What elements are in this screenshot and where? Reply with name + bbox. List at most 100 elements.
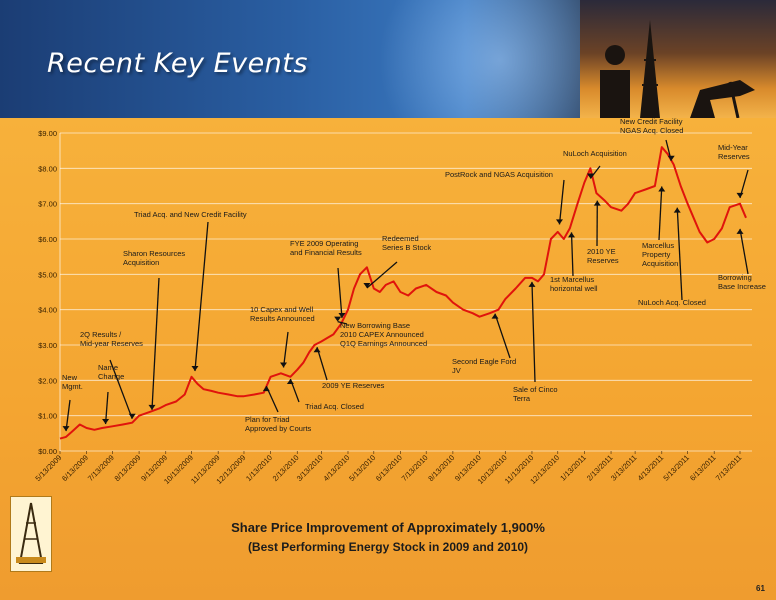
oilfield-photo xyxy=(580,0,776,118)
arrowhead-icon xyxy=(313,347,321,353)
derrick-logo-icon xyxy=(11,497,51,571)
annotation-arrow xyxy=(676,207,683,301)
annotation-label: Mid-Year Reserves xyxy=(718,143,750,161)
annotation-label: Triad Acq. Closed xyxy=(305,402,364,411)
annotation: Redeemed Series B Stock xyxy=(363,234,431,289)
arrowhead-icon xyxy=(586,173,594,179)
y-tick-label: $2.00 xyxy=(38,376,57,385)
annotation-label: Second Eagle Ford JV xyxy=(452,357,516,375)
arrowhead-icon xyxy=(363,283,371,288)
arrowhead-icon xyxy=(555,219,563,225)
annotation-label: NuLoch Acq. Closed xyxy=(638,298,706,307)
slide-title: Recent Key Events xyxy=(47,48,308,79)
chart-background xyxy=(0,118,776,600)
annotation: New Borrowing Base 2010 CAPEX Announced Q1… xyxy=(334,316,427,348)
annotation: New Mgmt. xyxy=(62,373,83,432)
x-tick-label: 3/13/2011 xyxy=(609,453,639,483)
arrowhead-icon xyxy=(528,281,536,287)
annotation-arrow xyxy=(316,347,328,381)
annotation: PostRock and NGAS Acquisition xyxy=(445,170,565,225)
page-number: 61 xyxy=(756,584,765,593)
annotation-label: PostRock and NGAS Acquisition xyxy=(445,170,553,179)
x-tick-label: 7/13/2009 xyxy=(86,453,116,483)
annotation: 1st Marcellus horizontal well xyxy=(550,232,598,293)
x-tick-label: 6/13/2010 xyxy=(374,453,404,483)
footer-headline: Share Price Improvement of Approximately… xyxy=(231,520,545,535)
annotation-label: Name Change xyxy=(98,363,124,381)
arrowhead-icon xyxy=(736,192,744,198)
annotation-arrow xyxy=(194,221,209,372)
x-tick-label: 7/13/2010 xyxy=(400,453,430,483)
annotation-arrow xyxy=(570,232,574,277)
annotation: Marcellus Property Acquisition xyxy=(642,186,678,268)
annotation-label: 2009 YE Reserves xyxy=(322,381,385,390)
annotation-arrow xyxy=(366,261,398,289)
annotation-arrow xyxy=(337,267,343,319)
arrowhead-icon xyxy=(62,426,70,432)
annotation-arrow xyxy=(109,359,133,419)
annotation: Plan for Triad Approved by Courts xyxy=(245,385,312,433)
annotation-label: Sharon Resources Acquisition xyxy=(123,249,185,267)
company-logo xyxy=(10,496,52,572)
annotation-label: 2010 YE Reserves xyxy=(587,247,619,265)
x-tick-label: 4/13/2011 xyxy=(636,453,666,483)
annotation-arrow xyxy=(65,399,71,432)
annotation-arrow xyxy=(337,320,348,325)
annotation-arrow xyxy=(282,331,289,368)
x-tick-label: 6/13/2009 xyxy=(60,453,90,483)
annotation-label: New Credit Facility NGAS Acq. Closed xyxy=(620,117,683,135)
x-tick-label: 7/13/2011 xyxy=(714,453,744,483)
annotation-label: New Mgmt. xyxy=(62,373,83,391)
x-axis-ticks: 5/13/20096/13/20097/13/20098/13/20099/13… xyxy=(33,451,743,486)
annotation: Name Change xyxy=(98,363,124,425)
arrowhead-icon xyxy=(191,366,199,372)
arrowhead-icon xyxy=(334,316,342,322)
annotation-label: Redeemed Series B Stock xyxy=(382,234,431,252)
oil-rig-silhouette-icon xyxy=(600,20,755,118)
annotation: FYE 2009 Operating and Financial Results xyxy=(290,239,362,319)
arrowhead-icon xyxy=(568,232,576,238)
x-tick-label: 3/13/2010 xyxy=(295,453,325,483)
annotation-arrow xyxy=(104,391,109,425)
x-tick-label: 6/13/2011 xyxy=(688,453,718,483)
annotation-label: 1st Marcellus horizontal well xyxy=(550,275,598,293)
arrowhead-icon xyxy=(338,313,346,319)
annotation-label: FYE 2009 Operating and Financial Results xyxy=(290,239,362,257)
annotation-arrow xyxy=(531,281,536,383)
annotation-label: Plan for Triad Approved by Courts xyxy=(245,415,312,433)
annotation: Borrowing Base Increase xyxy=(718,228,766,291)
x-tick-label: 5/13/2009 xyxy=(33,453,63,483)
annotation: NuLoch Acq. Closed xyxy=(638,207,706,307)
x-tick-label: 5/13/2011 xyxy=(661,453,691,483)
annotation-arrow xyxy=(558,179,565,225)
annotation: 10 Capex and Well Results Announced xyxy=(250,305,315,368)
x-tick-label: 5/13/2010 xyxy=(347,453,377,483)
arrowhead-icon xyxy=(128,413,136,419)
annotation-label: 10 Capex and Well Results Announced xyxy=(250,305,315,323)
annotation-label: 2Q Results / Mid-year Reserves xyxy=(80,330,143,348)
annotation-label: Borrowing Base Increase xyxy=(718,273,766,291)
annotation-label: NuLoch Acquisition xyxy=(563,149,627,158)
annotation-label: New Borrowing Base 2010 CAPEX Announced Q1… xyxy=(340,321,427,348)
annotation: 2009 YE Reserves xyxy=(313,347,385,390)
arrowhead-icon xyxy=(658,186,666,192)
x-tick-label: 4/13/2010 xyxy=(321,453,351,483)
annotation: 2Q Results / Mid-year Reserves xyxy=(80,330,143,419)
arrowhead-icon xyxy=(148,404,156,410)
y-tick-label: $7.00 xyxy=(38,200,57,209)
arrowhead-icon xyxy=(491,313,499,319)
annotation: 2010 YE Reserves xyxy=(587,200,619,265)
y-axis-ticks: $0.00 $1.00 $2.00 $3.00 $4.00 $5.00 $6.00 $7.00… xyxy=(38,129,57,456)
annotation-label: Sale of Cinco Terra xyxy=(513,385,558,403)
annotation: New Credit Facility NGAS Acq. Closed xyxy=(620,117,683,161)
arrowhead-icon xyxy=(736,228,744,234)
annotation-label: Triad Acq. and New Credit Facility xyxy=(134,210,247,219)
arrowhead-icon xyxy=(593,200,601,206)
annotation-arrow xyxy=(151,277,160,410)
annotation: Mid-Year Reserves xyxy=(718,143,750,199)
annotation-arrow xyxy=(739,228,749,275)
arrowhead-icon xyxy=(280,362,288,368)
annotation-arrow xyxy=(658,186,663,241)
x-tick-label: 1/13/2011 xyxy=(558,453,588,483)
